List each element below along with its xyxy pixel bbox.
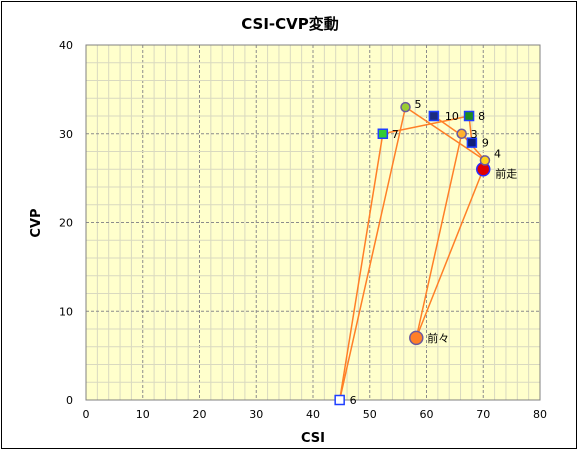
plot-border — [85, 44, 541, 401]
x-tick-label: 10 — [136, 408, 150, 421]
x-axis-label: CSI — [301, 431, 325, 446]
data-point — [463, 110, 475, 122]
point-label: 7 — [392, 128, 399, 141]
series-line-segment — [382, 115, 470, 135]
connecting-lines — [338, 106, 486, 401]
data-point — [377, 128, 389, 139]
data-point — [466, 137, 478, 148]
data-markers — [334, 101, 491, 406]
series-line-segment — [415, 133, 463, 339]
series-line-segment — [405, 106, 486, 161]
series-line-segment — [415, 168, 484, 339]
x-tick-label: 70 — [476, 408, 490, 421]
point-label: 3 — [471, 128, 478, 141]
x-tick-label: 60 — [420, 408, 434, 421]
point-label: 5 — [415, 98, 422, 111]
y-tick-label: 40 — [59, 39, 73, 52]
point-label: 前々 — [427, 331, 449, 345]
y-tick-label: 10 — [59, 305, 73, 318]
data-point — [400, 101, 411, 113]
x-tick-label: 50 — [363, 408, 377, 421]
x-tick-label: 40 — [306, 408, 320, 421]
series-line-segment — [338, 133, 384, 401]
data-point — [428, 110, 440, 122]
y-axis-label: CVP — [29, 208, 44, 237]
grid — [86, 45, 540, 400]
data-point — [334, 394, 345, 406]
point-label: 9 — [482, 137, 489, 150]
x-tick-label: 80 — [533, 408, 547, 421]
y-tick-label: 20 — [59, 217, 73, 230]
x-tick-labels: 0 10 20 30 40 50 60 70 80 — [83, 408, 548, 421]
point-label: 8 — [478, 110, 485, 123]
y-tick-label: 30 — [59, 128, 73, 141]
chart-title: CSI-CVP変動 — [241, 15, 339, 33]
point-labels: 前々 前走 3 4 5 6 7 8 9 10 — [350, 98, 518, 407]
point-label: 4 — [494, 147, 501, 160]
x-tick-label: 20 — [193, 408, 207, 421]
data-point — [456, 128, 467, 139]
x-tick-label: 0 — [83, 408, 90, 421]
x-tick-label: 30 — [249, 408, 263, 421]
data-point — [409, 330, 424, 346]
y-tick-label: 0 — [66, 394, 73, 407]
point-label: 6 — [350, 394, 357, 407]
series-line-segment — [338, 106, 407, 401]
data-point — [479, 155, 491, 166]
point-label: 前走 — [495, 166, 517, 180]
series-line-segment — [433, 115, 473, 144]
point-label: 10 — [445, 110, 459, 123]
y-tick-labels: 0 10 20 30 40 — [59, 39, 73, 407]
